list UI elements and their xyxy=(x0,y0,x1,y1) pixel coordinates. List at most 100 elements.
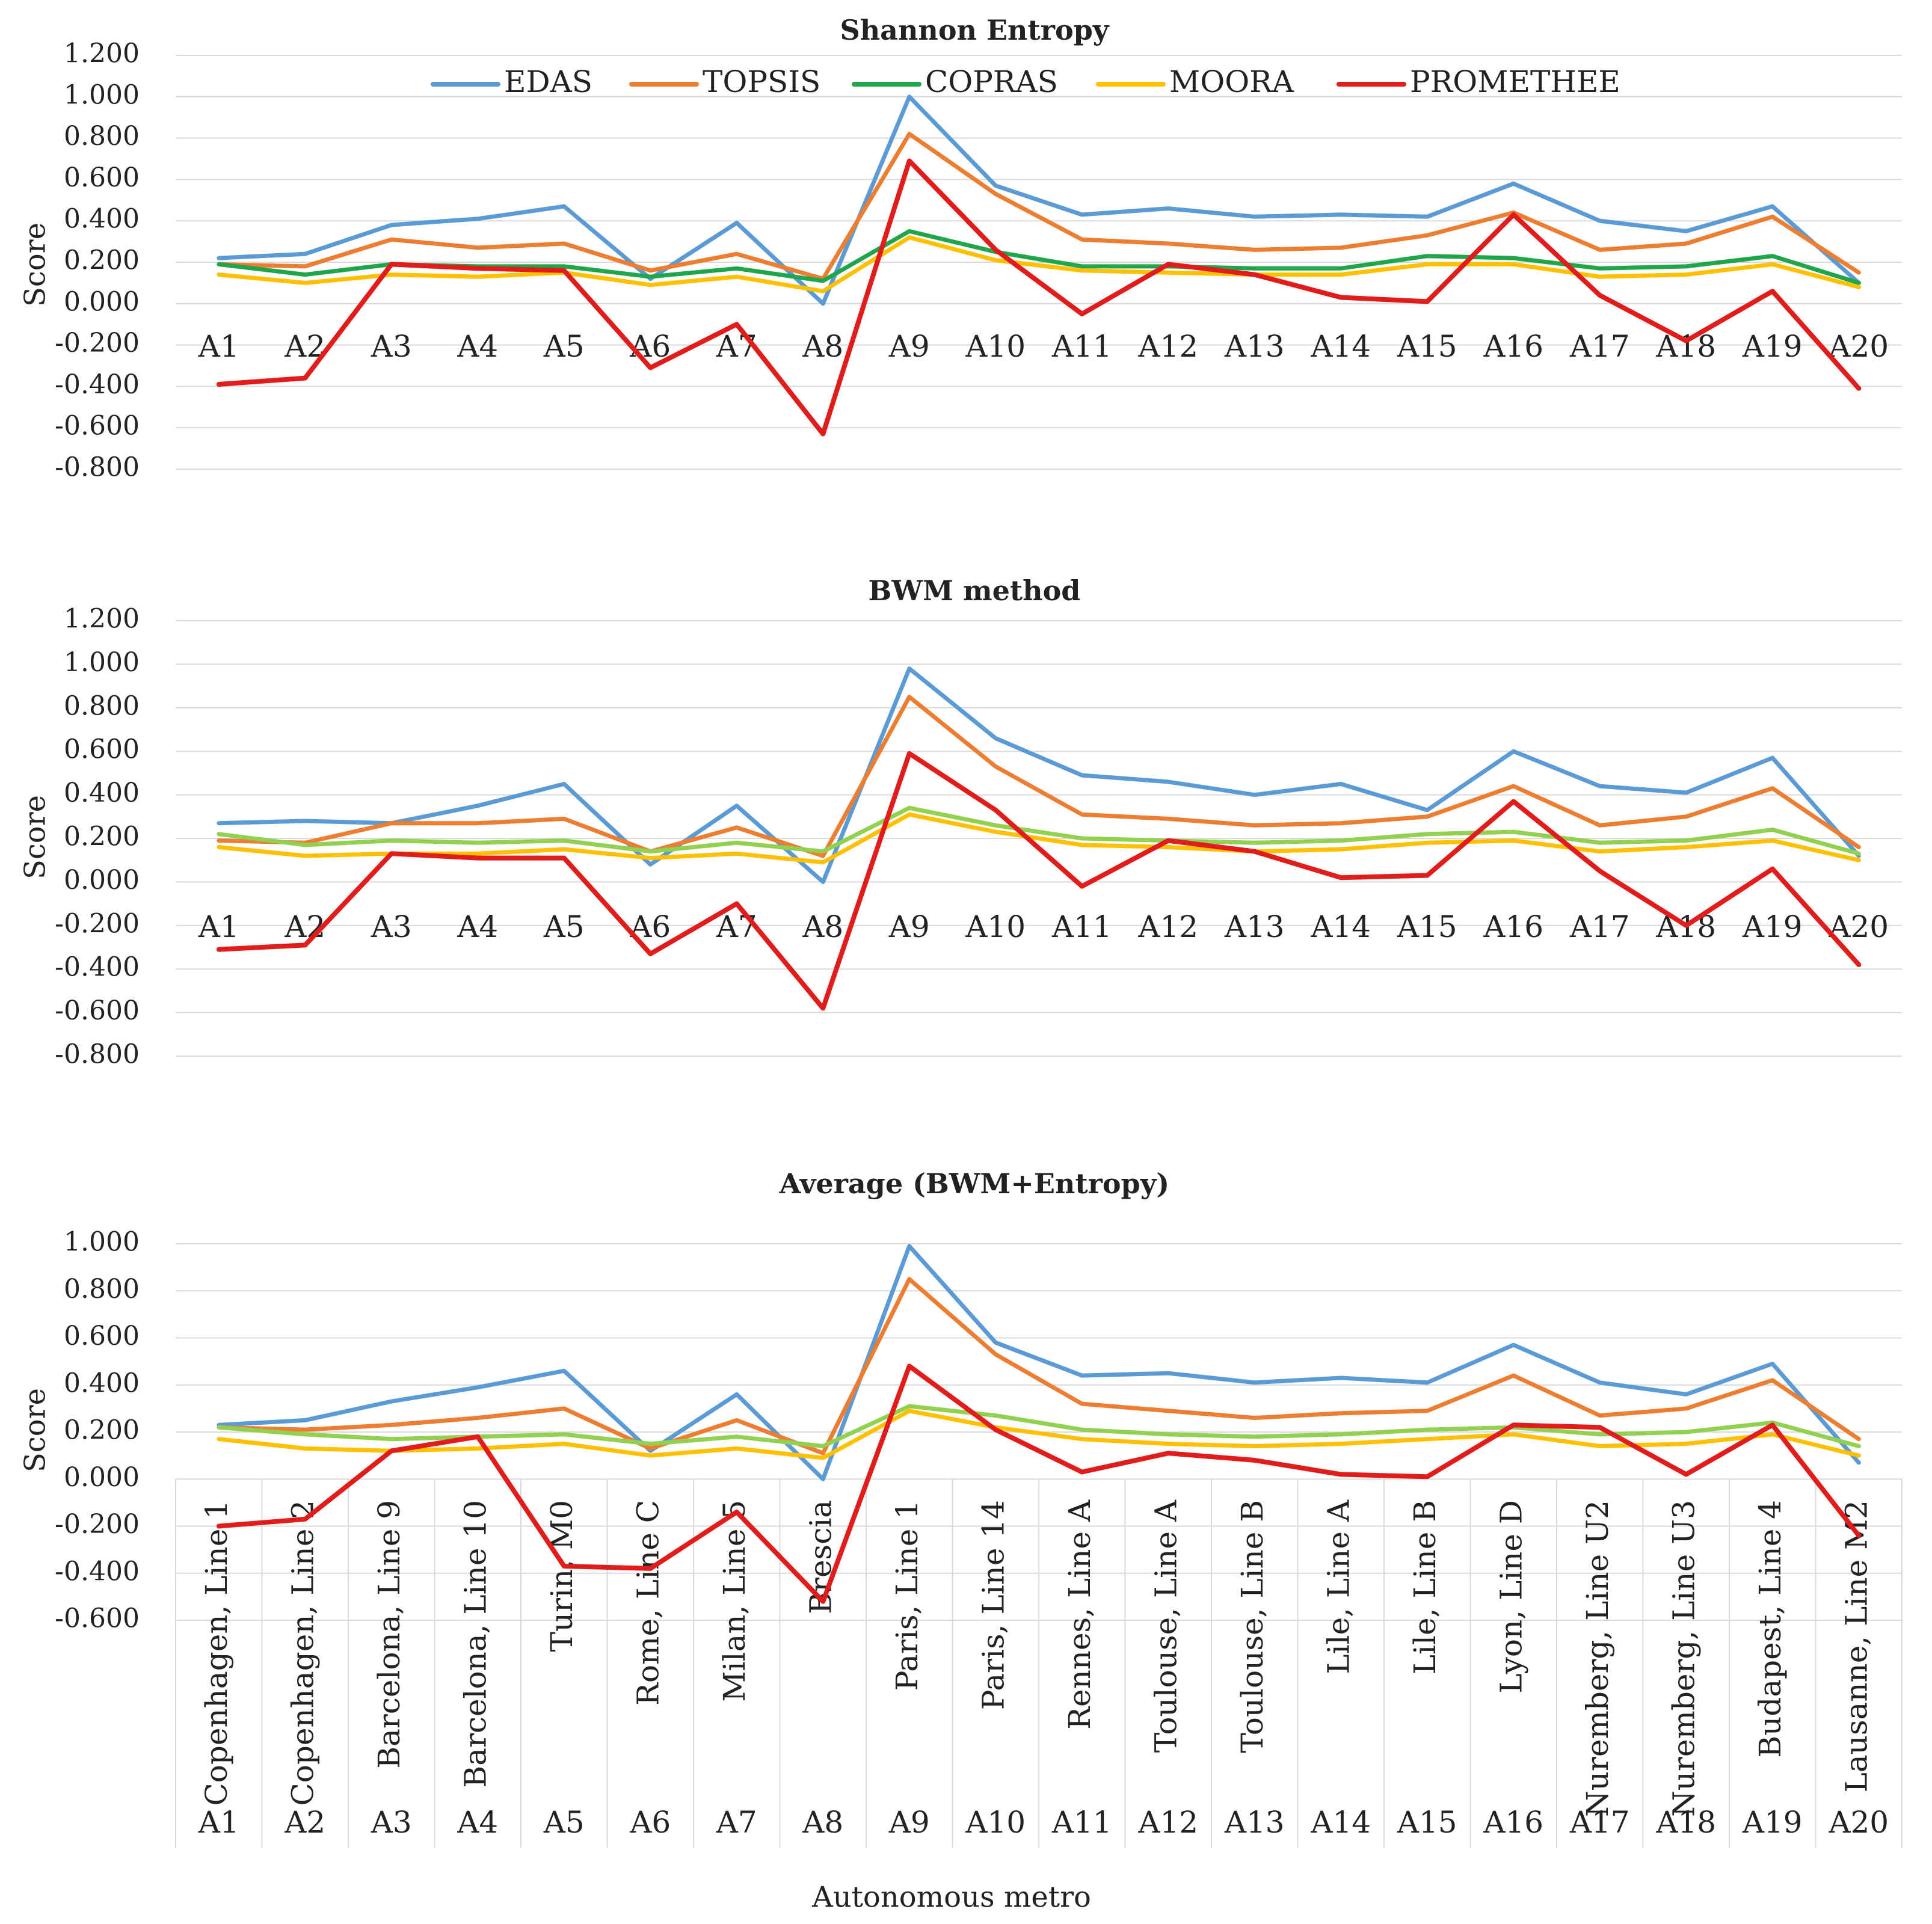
data-point-promethee xyxy=(994,808,997,812)
data-point-promethee xyxy=(648,1567,652,1570)
data-point-topsis xyxy=(1426,1409,1429,1413)
data-point-moora xyxy=(1684,273,1688,277)
category-label: A15 xyxy=(1397,1805,1457,1840)
data-point-topsis xyxy=(476,822,479,825)
data-point-edas xyxy=(1253,215,1257,218)
category-name-label: Lile, Line B xyxy=(1407,1500,1442,1674)
data-point-moora xyxy=(994,259,997,262)
data-point-topsis xyxy=(1253,248,1257,251)
data-point-copras xyxy=(1080,1428,1084,1431)
data-point-topsis xyxy=(390,238,393,241)
category-label: A8 xyxy=(802,329,843,364)
y-tick-label: 1.000 xyxy=(64,647,140,678)
data-point-edas xyxy=(1426,1381,1429,1385)
category-label: A17 xyxy=(1569,1805,1630,1840)
data-point-copras xyxy=(303,843,307,847)
data-point-topsis xyxy=(1512,1374,1515,1377)
category-label: A10 xyxy=(965,329,1026,364)
data-point-topsis xyxy=(1684,242,1688,245)
category-label: A14 xyxy=(1310,909,1371,944)
data-point-edas xyxy=(476,217,479,221)
data-point-edas xyxy=(1857,1461,1860,1465)
data-point-topsis xyxy=(1857,1437,1860,1441)
category-label: A19 xyxy=(1742,909,1803,944)
data-point-topsis xyxy=(1426,815,1429,819)
data-point-promethee xyxy=(1080,885,1084,888)
category-name-label: Toulouse, Line A xyxy=(1148,1499,1183,1753)
data-point-copras xyxy=(1771,254,1774,258)
data-point-copras xyxy=(1684,839,1688,843)
data-point-copras xyxy=(1426,832,1429,836)
y-tick-label: -0.200 xyxy=(55,1509,140,1540)
data-point-moora xyxy=(908,813,911,816)
data-point-promethee xyxy=(735,902,739,906)
data-point-moora xyxy=(994,830,997,834)
data-point-promethee xyxy=(994,248,997,251)
data-point-promethee xyxy=(217,948,221,951)
data-point-promethee xyxy=(1166,839,1170,843)
data-point-edas xyxy=(994,1341,997,1344)
data-point-copras xyxy=(562,1433,566,1436)
data-point-promethee xyxy=(562,856,566,860)
category-label: A17 xyxy=(1569,909,1630,944)
data-point-copras xyxy=(303,1433,307,1436)
data-point-edas xyxy=(1771,756,1774,760)
data-point-moora xyxy=(562,1442,566,1446)
category-name-label: Rome, Line C xyxy=(630,1500,665,1706)
data-point-moora xyxy=(735,275,739,278)
data-point-moora xyxy=(1166,271,1170,274)
series-line-promethee xyxy=(216,158,1862,437)
data-point-moora xyxy=(1339,847,1343,851)
category-label: A15 xyxy=(1397,329,1457,364)
data-point-copras xyxy=(562,265,566,268)
y-tick-label: 0.000 xyxy=(64,865,140,896)
data-point-topsis xyxy=(1684,1407,1688,1410)
y-tick-label: -0.400 xyxy=(55,1556,140,1587)
data-point-topsis xyxy=(303,265,307,268)
data-point-edas xyxy=(908,95,911,99)
data-point-copras xyxy=(390,1437,393,1441)
data-point-moora xyxy=(1598,275,1602,278)
series-line-promethee xyxy=(216,1363,1862,1604)
data-point-promethee xyxy=(303,377,307,380)
y-axis-title: Score xyxy=(19,795,52,879)
data-point-moora xyxy=(1857,285,1860,289)
data-point-promethee xyxy=(1253,1458,1257,1462)
category-name-label: Rennes, Line A xyxy=(1062,1499,1097,1730)
data-point-moora xyxy=(476,852,479,855)
data-point-promethee xyxy=(1857,1534,1860,1537)
data-point-copras xyxy=(1684,265,1688,268)
data-point-moora xyxy=(1598,1444,1602,1448)
data-point-topsis xyxy=(994,1353,997,1356)
data-point-topsis xyxy=(1598,1414,1602,1418)
data-point-topsis xyxy=(648,1446,652,1450)
data-point-topsis xyxy=(1771,1378,1774,1382)
data-point-edas xyxy=(1598,784,1602,788)
data-point-moora xyxy=(1684,1442,1688,1446)
data-point-edas xyxy=(1512,1343,1515,1347)
data-point-topsis xyxy=(1080,238,1084,241)
data-point-topsis xyxy=(735,1418,739,1422)
data-point-edas xyxy=(1771,1362,1774,1366)
data-point-moora xyxy=(735,1446,739,1450)
data-point-promethee xyxy=(1426,300,1429,303)
data-point-promethee xyxy=(1253,273,1257,277)
data-point-edas xyxy=(303,252,307,256)
category-label: A19 xyxy=(1742,1805,1803,1840)
category-label: A10 xyxy=(965,1805,1026,1840)
category-label: A3 xyxy=(371,909,412,944)
series-line-edas xyxy=(217,1244,1861,1481)
data-point-promethee xyxy=(562,269,566,272)
y-tick-label: -0.800 xyxy=(55,452,140,483)
category-label: A12 xyxy=(1137,1805,1198,1840)
data-point-promethee xyxy=(908,752,911,755)
data-point-copras xyxy=(1598,1433,1602,1436)
category-label: A16 xyxy=(1483,1805,1543,1840)
category-name-label: Barcelona, Line 10 xyxy=(458,1500,493,1787)
data-point-edas xyxy=(1339,782,1343,786)
data-point-edas xyxy=(390,223,393,227)
category-label: A4 xyxy=(457,329,498,364)
data-point-copras xyxy=(1684,1430,1688,1434)
data-point-promethee xyxy=(562,1564,566,1568)
data-point-topsis xyxy=(390,822,393,825)
